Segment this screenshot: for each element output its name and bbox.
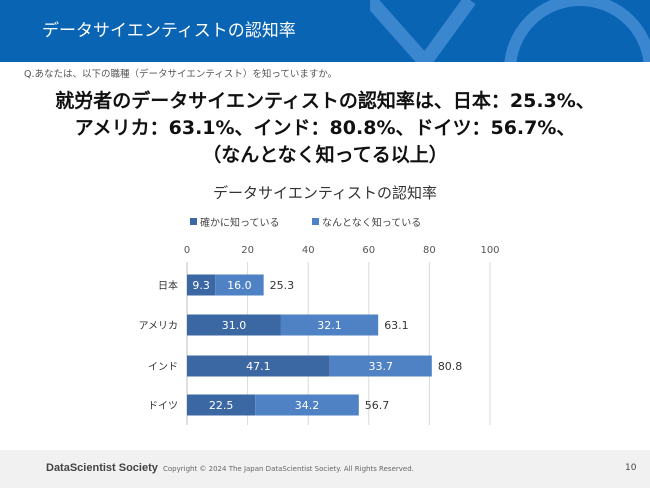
bar-segment (187, 355, 330, 377)
bar-segment (215, 274, 264, 296)
x-tick-label: 100 (480, 245, 499, 256)
total-label: 56.7 (365, 399, 390, 412)
headline-line: 就労者のデータサイエンティストの認知率は、日本：25.3%、 (55, 90, 595, 112)
bar-chart: データサイエンティストの認知率 確かに知っている なんとなく知っている 0 20 40 6… (139, 184, 500, 425)
headline: 就労者のデータサイエンティストの認知率は、日本：25.3%、 アメリカ：63.1… (0, 88, 650, 169)
bar-segment (187, 314, 281, 336)
x-tick-label: 0 (184, 245, 190, 256)
slide-title: データサイエンティストの認知率 (42, 21, 296, 41)
brand-logo: DataScientist Society (46, 462, 158, 474)
legend-swatch (190, 218, 197, 225)
x-tick-label: 40 (302, 245, 315, 256)
data-label: 31.0 (222, 319, 247, 332)
data-label: 9.3 (192, 279, 210, 292)
total-label: 25.3 (270, 279, 295, 292)
bar-segment (329, 355, 432, 377)
legend-label: なんとなく知っている (322, 216, 421, 229)
bar-segment (280, 314, 379, 336)
headline-line: アメリカ：63.1%、インド：80.8%、ドイツ：56.7%、 (74, 117, 576, 139)
legend-swatch (312, 218, 319, 225)
headline-line: （なんとなく知ってる以上） (202, 144, 448, 166)
category-label: インド (148, 362, 178, 373)
bar-segment (187, 274, 216, 296)
data-label: 16.0 (227, 279, 252, 292)
footer: DataScientist Society Copyright © 2024 T… (0, 450, 650, 488)
data-label: 33.7 (369, 360, 394, 373)
logo-decoration (370, 0, 650, 62)
copyright: Copyright © 2024 The Japan DataScientist… (163, 465, 414, 473)
data-label: 22.5 (209, 399, 234, 412)
category-label: 日本 (158, 279, 178, 292)
category-label: アメリカ (139, 320, 179, 332)
category-label: ドイツ (148, 401, 178, 412)
data-label: 34.2 (295, 399, 320, 412)
question-text: Q.あなたは、以下の職種（データサイエンティスト）を知っていますか。 (24, 69, 338, 80)
legend-label: 確かに知っている (200, 216, 280, 229)
data-label: 32.1 (317, 319, 342, 332)
data-label: 47.1 (246, 360, 271, 373)
x-tick-label: 80 (423, 245, 436, 256)
page-number: 10 (625, 463, 637, 473)
chart-title: データサイエンティストの認知率 (213, 184, 437, 202)
total-label: 80.8 (438, 360, 463, 373)
bar-segment (255, 394, 359, 416)
total-label: 63.1 (384, 319, 409, 332)
bar-segment (187, 394, 256, 416)
header-banner: データサイエンティストの認知率 (0, 0, 650, 62)
x-tick-label: 60 (362, 245, 375, 256)
x-tick-label: 20 (241, 245, 254, 256)
